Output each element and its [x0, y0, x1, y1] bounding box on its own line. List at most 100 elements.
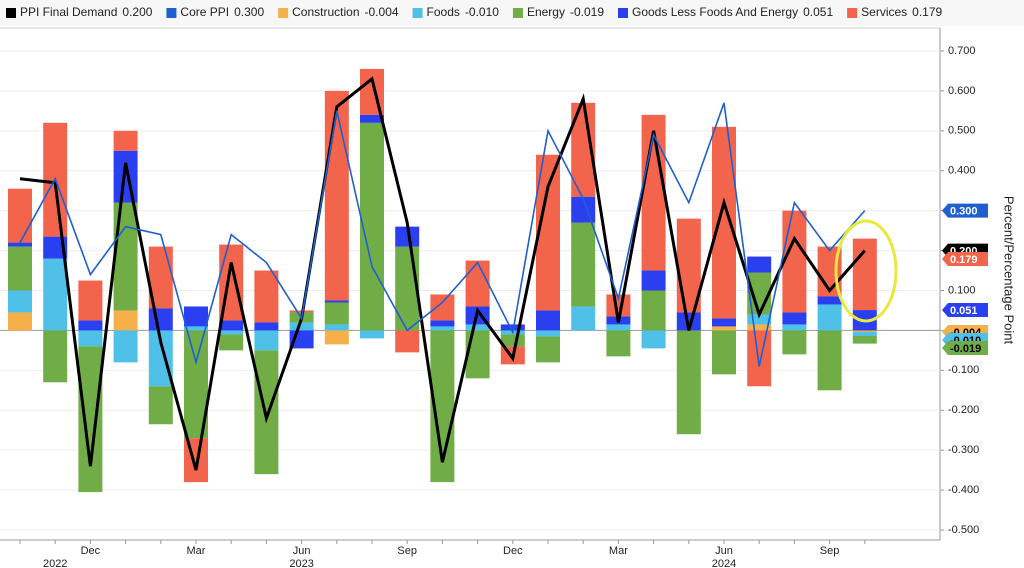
bar-segment — [817, 330, 842, 391]
value-tag-shape — [942, 341, 988, 356]
bars — [8, 68, 877, 493]
bar-segment — [536, 310, 560, 331]
bar-segment — [782, 312, 807, 325]
bar-segment — [606, 330, 631, 357]
legend-item: Energy -0.019 — [512, 5, 604, 19]
legend-label: Foods — [427, 5, 460, 19]
legend-label: Services — [861, 5, 907, 19]
lines — [19, 76, 866, 471]
bar-segment — [782, 330, 807, 355]
bar-segment — [78, 330, 103, 347]
bar-segment — [324, 302, 349, 325]
bar-segment — [430, 320, 455, 327]
bar-segment — [571, 306, 596, 331]
y-tick-label: -0.300 — [948, 444, 979, 456]
bar-segment — [324, 324, 349, 331]
series-line — [19, 102, 866, 367]
bar-segment — [43, 330, 68, 383]
bar-segment — [712, 126, 736, 319]
series-line — [19, 76, 866, 471]
bar-segment — [78, 320, 103, 331]
bar-segment — [360, 114, 384, 123]
bar-segment — [219, 320, 244, 331]
x-tick-label: Jun — [715, 545, 733, 557]
legend-value: -0.004 — [365, 5, 399, 19]
bar-segment — [430, 326, 455, 331]
bar-segment — [712, 326, 736, 331]
bar-segment — [254, 330, 279, 351]
x-tick-label: Dec — [81, 545, 101, 557]
y-tick-label: 0.100 — [948, 284, 976, 296]
legend-label: Construction — [292, 5, 359, 19]
bar-segment — [712, 318, 736, 327]
year-label: 2022 — [43, 558, 67, 568]
value-tag: -0.019 — [942, 341, 988, 356]
legend-value: 0.179 — [912, 5, 942, 19]
bar-segment — [641, 114, 666, 271]
x-tick-label: Sep — [820, 545, 840, 557]
bar-segment — [465, 260, 490, 307]
legend-swatch — [166, 8, 177, 18]
y-tick-label: -0.100 — [948, 364, 979, 376]
y-tick-label: 0.400 — [948, 165, 976, 177]
bar-segment — [113, 330, 138, 363]
bar-segment — [641, 330, 666, 349]
bar-segment — [852, 330, 877, 333]
bar-segment — [536, 336, 560, 363]
x-tick-label: Mar — [609, 545, 628, 557]
y-tick-label: 0.700 — [948, 45, 976, 57]
legend-swatch — [6, 8, 16, 18]
value-tag-label: 0.200 — [950, 245, 978, 257]
bar-segment — [747, 324, 772, 331]
legend-value: 0.300 — [234, 5, 264, 19]
x-tick-label: Sep — [397, 545, 417, 557]
bar-segment — [324, 300, 349, 303]
legend-item: Construction -0.004 — [278, 5, 399, 19]
x-tick-label: Jun — [293, 545, 311, 557]
bar-segment — [113, 150, 138, 203]
year-label: 2023 — [289, 558, 313, 568]
bar-segment — [782, 210, 807, 313]
legend-value: 0.200 — [122, 5, 152, 19]
bar-segment — [747, 330, 772, 387]
value-tag-label: 0.179 — [950, 254, 978, 266]
bar-segment — [500, 324, 525, 331]
bar-segment — [324, 330, 349, 345]
value-tag-shape — [942, 251, 988, 266]
legend-swatch — [618, 8, 628, 18]
value-tag-label: -0.019 — [950, 343, 981, 355]
bar-segment — [78, 346, 103, 493]
bar-segment — [500, 334, 525, 347]
bar-segment — [148, 386, 173, 425]
legend-value: 0.051 — [803, 5, 833, 19]
highlight-ellipse — [834, 219, 898, 323]
value-tag-label: 0.051 — [950, 305, 978, 317]
value-tag: 0.300 — [942, 203, 988, 218]
bar-segment — [360, 122, 384, 331]
bar-segment — [78, 280, 103, 321]
bar-segment — [817, 296, 842, 305]
y-tick-label: -0.400 — [948, 484, 979, 496]
bar-segment — [8, 246, 32, 291]
bar-segment — [430, 294, 455, 321]
bar-segment — [852, 336, 877, 344]
bar-segment — [8, 188, 32, 243]
bar-segment — [852, 332, 877, 337]
value-tag-shape — [942, 303, 988, 318]
bar-segment — [113, 310, 138, 331]
x-tick-label: Dec — [503, 545, 523, 557]
legend-item: Goods Less Foods And Energy 0.051 — [618, 5, 833, 19]
y-tick-label: 0.500 — [948, 125, 976, 137]
bar-segment — [360, 330, 384, 339]
legend-label: Energy — [527, 5, 565, 19]
legend-label: Goods Less Foods And Energy — [632, 5, 798, 19]
value-tag-label: 0.300 — [950, 206, 978, 218]
bar-segment — [571, 222, 596, 307]
year-label: 2024 — [712, 558, 736, 568]
value-tag-shape — [942, 203, 988, 218]
y-tick-label: 0.600 — [948, 85, 976, 97]
legend-item: PPI Final Demand 0.200 — [6, 5, 153, 19]
bar-segment — [465, 324, 490, 331]
